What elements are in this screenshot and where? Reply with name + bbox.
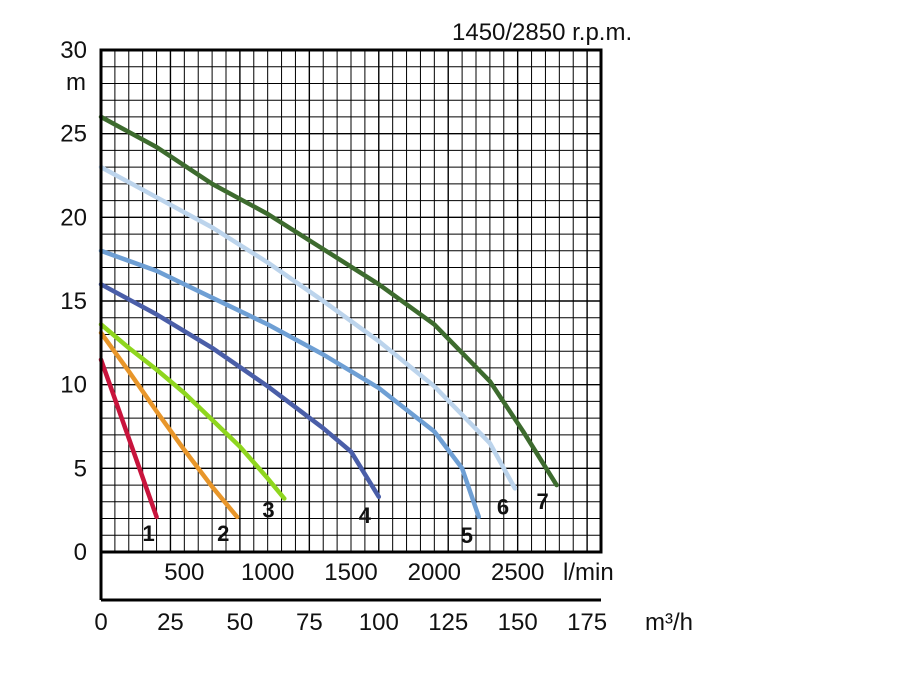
- pump-curve-2: [98, 330, 240, 520]
- x2-tick-label: 1000: [241, 559, 294, 586]
- y-tick-label: 5: [74, 455, 87, 482]
- plot-border: [99, 48, 603, 554]
- pump-curve-4: [98, 282, 382, 500]
- x-axis-unit-label: m³/h: [645, 609, 693, 636]
- curve-label-3: 3: [262, 497, 274, 522]
- x2-axis-unit-label: l/min: [563, 559, 614, 586]
- pump-curve-1: [98, 357, 159, 520]
- pump-curves: 1 2 3 4 56 7: [98, 114, 559, 548]
- x-tick-label: 50: [227, 609, 254, 636]
- y-tick-label: 0: [74, 539, 87, 566]
- x-tick-label: 175: [567, 609, 607, 636]
- pump-curve-7: [98, 114, 559, 488]
- x2-tick-label: 1500: [324, 559, 377, 586]
- x-tick-label: 150: [498, 609, 538, 636]
- x-tick-label: 100: [359, 609, 399, 636]
- y-tick-label: 20: [60, 204, 87, 231]
- x-tick-label: 75: [296, 609, 323, 636]
- chart-title: 1450/2850 r.p.m.: [452, 19, 632, 46]
- pump-curve-6: [98, 164, 518, 491]
- x-tick-label: 25: [157, 609, 184, 636]
- curve-label-4: 4: [359, 503, 372, 528]
- pump-curve-3: [98, 322, 287, 501]
- y-tick-label: 30: [60, 37, 87, 64]
- curve-label-2: 2: [217, 521, 229, 546]
- y-tick-label: 10: [60, 372, 87, 399]
- x2-tick-label: 500: [164, 559, 204, 586]
- x2-tick-label: 2000: [408, 559, 461, 586]
- chart-labels: 1450/2850 r.p.m. m m³/h l/min: [66, 19, 693, 636]
- chart-grid: [101, 50, 601, 552]
- chart-frame: [99, 48, 603, 602]
- pump-curve-5: [98, 248, 482, 520]
- y-tick-label: 25: [60, 121, 87, 148]
- y-axis-unit-label: m: [66, 69, 86, 96]
- curve-label-7: 7: [537, 489, 549, 514]
- curve-label-5: 5: [461, 523, 473, 548]
- x-tick-label: 0: [94, 609, 107, 636]
- curve-label-1: 1: [143, 521, 155, 546]
- x-tick-label: 125: [428, 609, 468, 636]
- curve-label-6: 6: [497, 494, 509, 519]
- x2-tick-label: 2500: [491, 559, 544, 586]
- y-tick-label: 15: [60, 288, 87, 315]
